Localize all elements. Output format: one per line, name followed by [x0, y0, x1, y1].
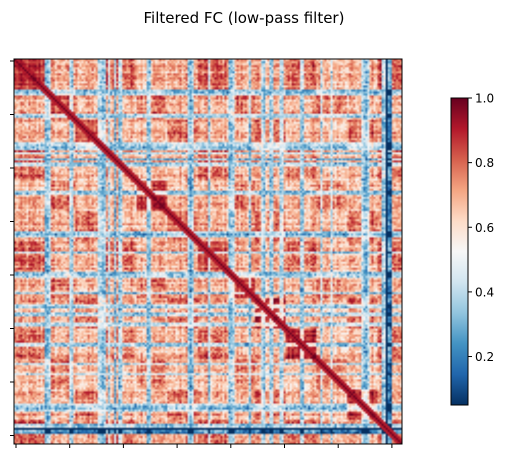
heatmap — [13, 58, 403, 445]
heatmap-image — [14, 59, 402, 444]
colorbar-tick-label: 1.0 — [475, 92, 494, 106]
colorbar-frame — [450, 97, 469, 406]
colorbar-tick-label: 0.4 — [475, 285, 494, 299]
colorbar-tick-label: 0.2 — [475, 350, 494, 364]
chart-title: Filtered FC (low-pass filter) — [143, 9, 345, 27]
heatmap-frame — [13, 58, 403, 445]
colorbar-ticks: 0.2 0.4 0.6 0.8 1.0 — [468, 92, 494, 364]
y-axis-ticks — [10, 60, 14, 436]
colorbar-tick-label: 0.6 — [475, 221, 494, 235]
colorbar-tick-label: 0.8 — [475, 156, 494, 170]
colorbar-fill — [451, 98, 468, 405]
colorbar: 0.2 0.4 0.6 0.8 1.0 — [450, 92, 494, 406]
x-axis-ticks — [15, 444, 393, 448]
